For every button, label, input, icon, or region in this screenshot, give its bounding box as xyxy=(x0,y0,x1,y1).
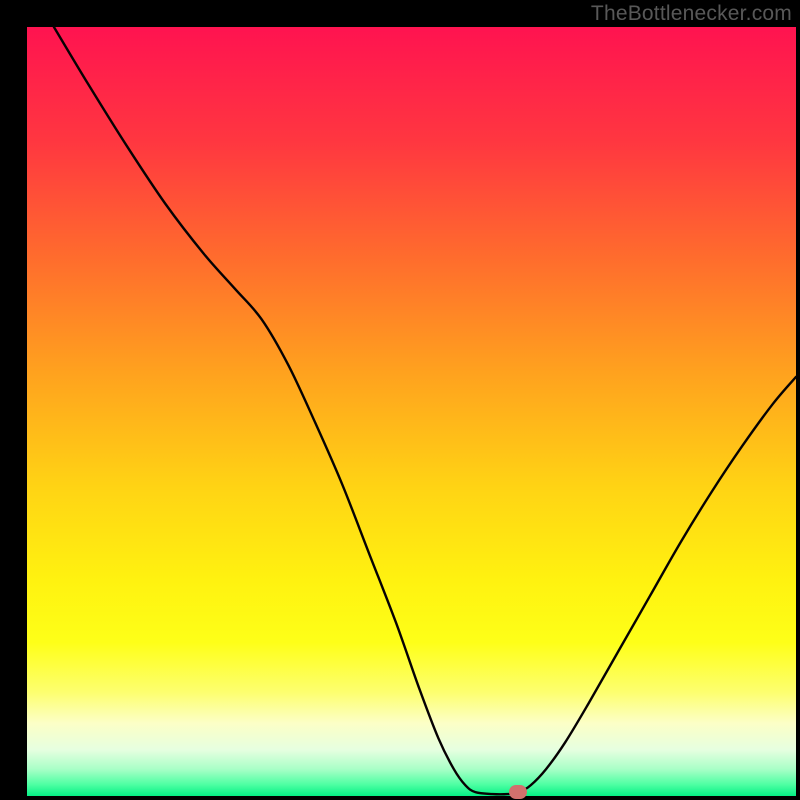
bottleneck-curve xyxy=(54,27,796,794)
curve-layer xyxy=(27,27,796,796)
plot-frame xyxy=(27,27,796,796)
optimum-marker xyxy=(509,785,527,799)
watermark-text: TheBottlenecker.com xyxy=(591,2,792,26)
chart-stage: TheBottlenecker.com xyxy=(0,0,800,800)
